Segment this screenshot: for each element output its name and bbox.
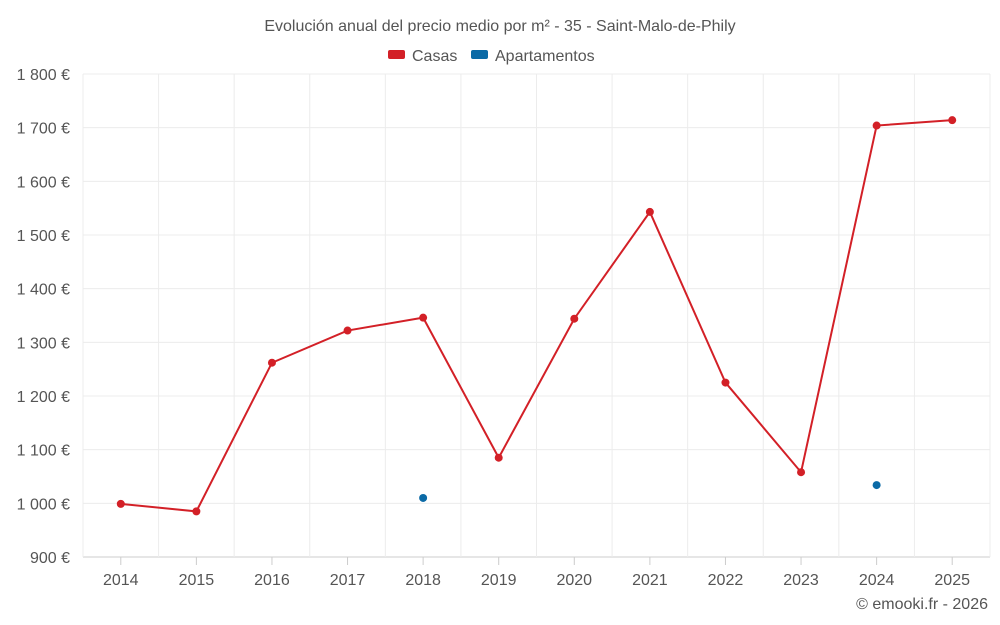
legend-item: Apartamentos — [471, 48, 595, 65]
x-tick-label: 2023 — [783, 572, 819, 589]
x-tick-label: 2024 — [859, 572, 895, 589]
x-tick-label: 2014 — [103, 572, 139, 589]
credit-text: © emooki.fr - 2026 — [856, 596, 988, 613]
x-tick-label: 2016 — [254, 572, 290, 589]
series-casas — [116, 116, 957, 516]
x-axis: 2014 2015 2016 2017 2018 2019 2020 2021 2022 2023… — [103, 557, 970, 589]
legend-swatch — [388, 50, 405, 59]
data-point — [797, 468, 806, 477]
data-point — [419, 313, 428, 322]
data-point — [645, 207, 654, 216]
y-axis: 900 € 1 000 € 1 100 € 1 200 € 1 300 € 1 400 €… — [17, 67, 70, 567]
y-tick-label: 1 100 € — [17, 443, 70, 460]
legend: Casas Apartamentos — [388, 48, 595, 65]
x-tick-label: 2017 — [330, 572, 366, 589]
x-tick-label: 2015 — [179, 572, 215, 589]
series-line — [120, 119, 953, 513]
y-tick-label: 1 800 € — [17, 67, 70, 84]
chart-title: Evolución anual del precio medio por m² … — [264, 18, 735, 35]
x-tick-label: 2019 — [481, 572, 517, 589]
data-point — [343, 326, 352, 335]
x-tick-label: 2025 — [934, 572, 970, 589]
legend-item: Casas — [388, 48, 457, 65]
y-tick-label: 1 300 € — [17, 335, 70, 352]
data-point — [494, 453, 503, 462]
x-tick-label: 2020 — [556, 572, 592, 589]
legend-swatch — [471, 50, 488, 59]
y-tick-label: 900 € — [30, 550, 70, 567]
y-tick-label: 1 000 € — [17, 496, 70, 513]
data-point — [948, 116, 957, 125]
data-point — [192, 507, 201, 516]
grid — [82, 73, 991, 558]
y-tick-label: 1 200 € — [17, 389, 70, 406]
data-point — [872, 481, 881, 490]
series-layer — [116, 116, 957, 516]
legend-label: Apartamentos — [495, 48, 595, 65]
y-tick-label: 1 400 € — [17, 282, 70, 299]
y-tick-label: 1 700 € — [17, 121, 70, 138]
data-point — [419, 493, 428, 502]
series-apartamentos — [419, 481, 881, 502]
x-tick-label: 2022 — [708, 572, 744, 589]
x-tick-label: 2021 — [632, 572, 668, 589]
data-point — [570, 314, 579, 323]
y-tick-label: 1 600 € — [17, 174, 70, 191]
data-point — [267, 358, 276, 367]
legend-label: Casas — [412, 48, 457, 65]
data-point — [872, 121, 881, 130]
data-point — [116, 499, 125, 508]
data-point — [721, 378, 730, 387]
x-tick-label: 2018 — [405, 572, 441, 589]
y-tick-label: 1 500 € — [17, 228, 70, 245]
